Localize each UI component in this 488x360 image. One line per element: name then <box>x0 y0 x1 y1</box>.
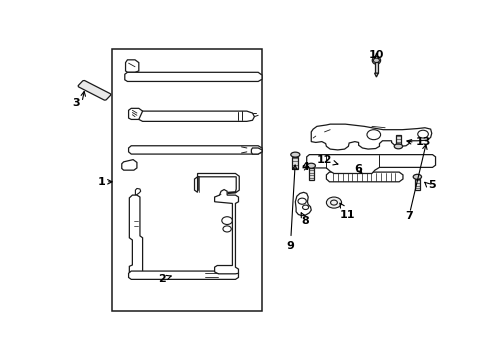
Bar <box>395 135 400 146</box>
Text: 2: 2 <box>157 274 171 284</box>
Bar <box>414 179 419 190</box>
Bar <box>364 161 369 166</box>
Bar <box>308 168 313 180</box>
Ellipse shape <box>290 152 299 157</box>
Polygon shape <box>125 60 139 72</box>
Bar <box>374 62 378 73</box>
Text: 3: 3 <box>72 98 80 108</box>
Text: 6: 6 <box>354 164 362 174</box>
Bar <box>139 274 147 277</box>
Bar <box>112 49 262 311</box>
Polygon shape <box>122 159 137 170</box>
Text: 11: 11 <box>339 203 354 220</box>
Text: 7: 7 <box>405 211 412 221</box>
Polygon shape <box>139 111 254 121</box>
Polygon shape <box>295 192 311 216</box>
Text: 4: 4 <box>301 162 309 172</box>
Polygon shape <box>374 73 378 77</box>
Circle shape <box>373 58 379 63</box>
Polygon shape <box>128 146 262 154</box>
Bar <box>292 157 298 169</box>
Ellipse shape <box>412 174 421 179</box>
Text: 10: 10 <box>368 50 384 60</box>
Ellipse shape <box>393 144 402 149</box>
Bar <box>352 161 358 166</box>
Text: 1: 1 <box>98 177 106 187</box>
Polygon shape <box>124 72 262 81</box>
Text: 13: 13 <box>415 138 430 148</box>
Polygon shape <box>326 172 402 182</box>
Ellipse shape <box>371 57 380 64</box>
Text: 5: 5 <box>427 180 435 190</box>
Bar <box>193 274 202 277</box>
Text: 9: 9 <box>286 165 296 251</box>
Polygon shape <box>128 271 238 279</box>
Circle shape <box>326 197 341 208</box>
Bar <box>318 161 324 166</box>
Polygon shape <box>194 174 239 193</box>
Ellipse shape <box>306 163 315 168</box>
Polygon shape <box>306 155 435 174</box>
Polygon shape <box>311 124 431 150</box>
Text: 8: 8 <box>301 213 309 226</box>
Text: 12: 12 <box>316 155 337 165</box>
Bar <box>341 161 347 166</box>
FancyBboxPatch shape <box>78 80 111 100</box>
Polygon shape <box>129 195 142 274</box>
Polygon shape <box>214 190 238 274</box>
Bar <box>329 161 336 166</box>
Bar <box>157 274 165 277</box>
Bar <box>175 274 183 277</box>
Polygon shape <box>128 108 142 120</box>
Polygon shape <box>251 148 262 154</box>
